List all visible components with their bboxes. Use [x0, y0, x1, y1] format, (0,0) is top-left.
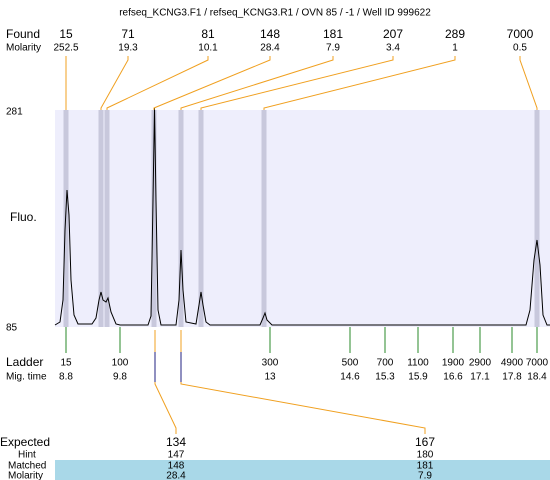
ladder-time: 15.3: [375, 372, 395, 383]
title: refseq_KCNG3.F1 / refseq_KCNG3.R1 / OVN …: [119, 8, 431, 19]
y-top: 281: [6, 107, 23, 118]
found-molarity: 252.5: [53, 43, 78, 54]
matched-size: 181: [417, 461, 434, 472]
found-label: Found: [6, 27, 40, 41]
matched-label: Matched: [8, 461, 46, 472]
ladder-size: 2900: [469, 358, 492, 369]
hint-label: Hint: [18, 450, 36, 461]
found-molarity: 0.5: [513, 43, 527, 54]
found-connector: [153, 56, 271, 110]
ladder-time: 13: [264, 372, 276, 383]
expected-size: 167: [415, 435, 435, 449]
found-size: 181: [323, 27, 343, 41]
molarity-label: Molarity: [6, 43, 41, 54]
expected-label: Expected: [0, 435, 50, 449]
ladder-size: 7000: [526, 358, 549, 369]
ladder-size: 4900: [501, 358, 524, 369]
plot-area: [55, 110, 550, 327]
found-size: 148: [260, 27, 280, 41]
expected-connector: [180, 382, 426, 434]
ladder-time: 14.6: [340, 372, 360, 383]
found-molarity: 1: [452, 43, 458, 54]
ladder-size: 1900: [442, 358, 465, 369]
matched-size: 148: [168, 461, 185, 472]
expected-molarity: 7.9: [418, 471, 432, 480]
found-size: 289: [445, 27, 465, 41]
trace: [54, 107, 550, 326]
peak-band: [151, 110, 157, 327]
ladder-size: 15: [60, 358, 72, 369]
found-size: 81: [201, 27, 215, 41]
found-connector: [519, 56, 538, 110]
found-size: 7000: [507, 27, 534, 41]
peak-band: [261, 110, 267, 327]
ladder-size: 500: [342, 358, 359, 369]
time-label: Mig. time: [6, 372, 47, 383]
ladder-size: 1100: [407, 358, 429, 369]
y-label: Fluo.: [10, 210, 37, 224]
ladder-label: Ladder: [6, 355, 43, 369]
found-connector: [100, 56, 129, 110]
ladder-size: 100: [112, 358, 129, 369]
ladder-time: 15.9: [408, 372, 428, 383]
matched-band: [55, 460, 550, 480]
ladder-time: 16.6: [443, 372, 463, 383]
y-bottom: 85: [6, 323, 18, 334]
found-connector: [180, 56, 334, 110]
expected-molarity: 28.4: [166, 471, 186, 480]
found-connector: [263, 56, 456, 110]
hint-size: 180: [417, 450, 434, 461]
found-molarity: 28.4: [260, 43, 280, 54]
found-connector: [106, 56, 209, 110]
expected-connector: [154, 382, 177, 434]
hint-size: 147: [168, 450, 185, 461]
peak-band: [198, 110, 204, 327]
found-connector: [200, 56, 394, 110]
ladder-size: 300: [262, 358, 279, 369]
found-molarity: 10.1: [198, 43, 218, 54]
peak-band: [98, 110, 104, 327]
peak-band: [104, 110, 110, 327]
ladder-time: 17.8: [502, 372, 522, 383]
peak-band: [178, 110, 184, 327]
ladder-time: 9.8: [113, 372, 127, 383]
found-molarity: 3.4: [386, 43, 400, 54]
found-size: 71: [121, 27, 135, 41]
found-molarity: 7.9: [326, 43, 340, 54]
ladder-time: 17.1: [470, 372, 490, 383]
found-size: 15: [59, 27, 73, 41]
found-size: 207: [383, 27, 403, 41]
found-molarity: 19.3: [118, 43, 138, 54]
ladder-time: 18.4: [527, 372, 547, 383]
ladder-time: 8.8: [59, 372, 73, 383]
expected-molarity-label: Molarity: [8, 471, 43, 480]
peak-band: [534, 110, 540, 327]
ladder-size: 700: [377, 358, 394, 369]
expected-size: 134: [166, 435, 186, 449]
